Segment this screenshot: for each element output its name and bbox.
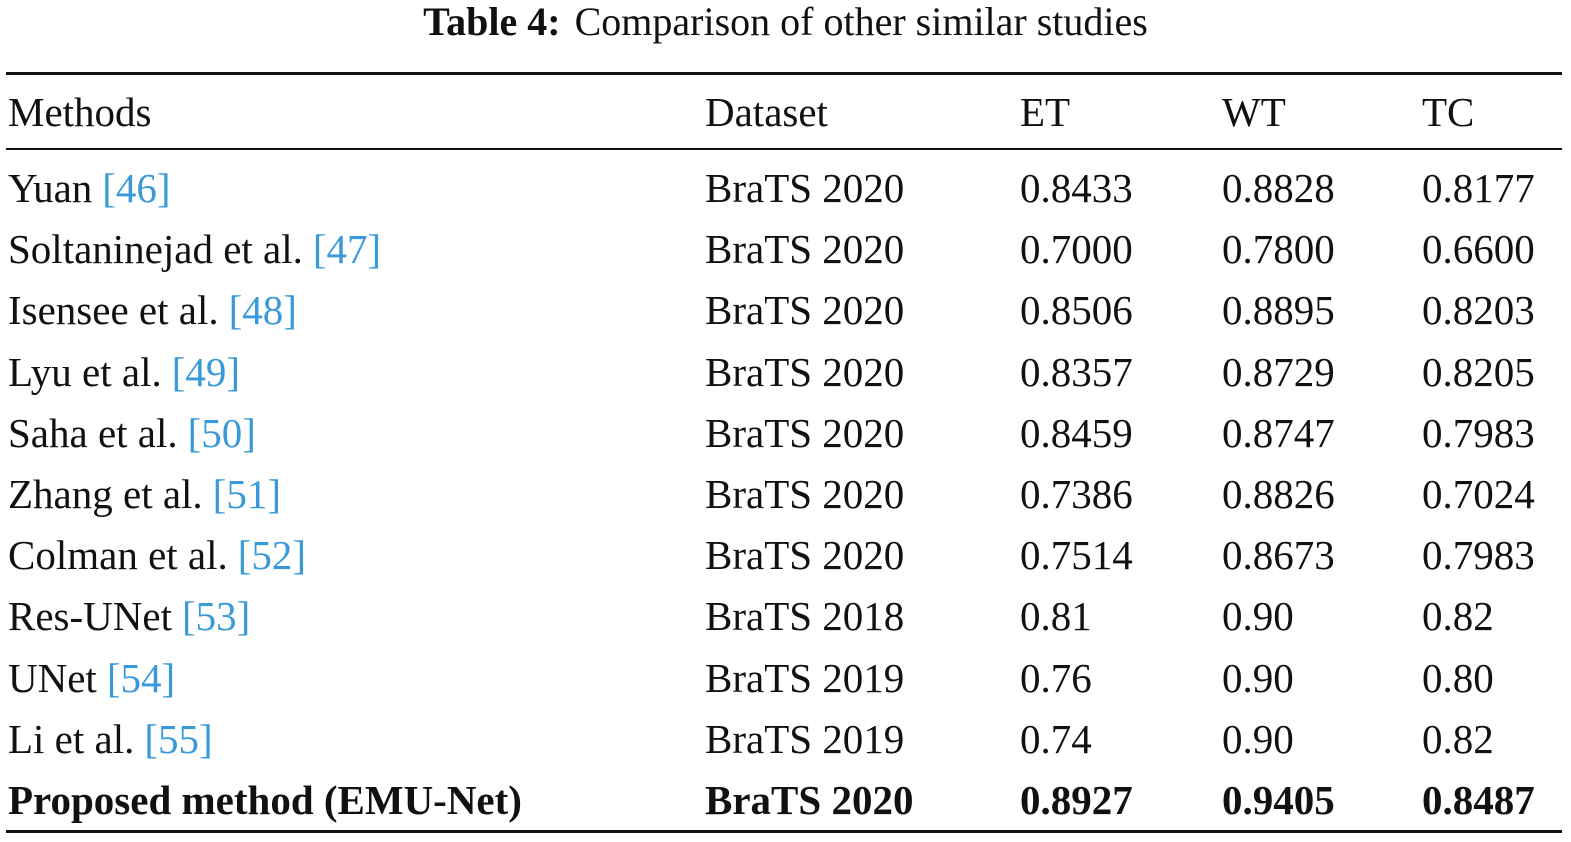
method-name: Li et al. bbox=[8, 715, 135, 762]
dataset-cell: BraTS 2020 bbox=[705, 409, 905, 456]
method-name: Yuan bbox=[8, 165, 93, 211]
method-cell: Yuan [46] bbox=[8, 163, 171, 213]
method-cell: Isensee et al. [48] bbox=[8, 285, 297, 335]
citation: [49] bbox=[171, 348, 241, 395]
score-cell: 0.8177 bbox=[1422, 165, 1535, 211]
score-cell: 0.9405 bbox=[1222, 777, 1335, 823]
method-name: Soltaninejad et al. bbox=[8, 226, 303, 273]
header-cell: WT bbox=[1222, 89, 1286, 135]
score-cell: 0.76 bbox=[1020, 654, 1092, 701]
score-cell: 0.8433 bbox=[1020, 165, 1133, 211]
header-cell: TC bbox=[1422, 89, 1475, 135]
score-cell: 0.74 bbox=[1020, 715, 1092, 762]
method-cell: Res-UNet [53] bbox=[8, 591, 250, 641]
dataset-cell: BraTS 2020 bbox=[705, 287, 905, 334]
table-title: Table 4: Comparison of other similar stud… bbox=[0, 0, 1571, 44]
score-cell: 0.8747 bbox=[1222, 409, 1335, 456]
method-name: Lyu et al. bbox=[8, 348, 162, 395]
score-cell: 0.7983 bbox=[1422, 409, 1535, 456]
method-name: Saha et al. bbox=[8, 409, 178, 456]
score-cell: 0.7386 bbox=[1020, 471, 1133, 517]
dataset-cell: BraTS 2020 bbox=[705, 471, 905, 517]
dataset-cell: BraTS 2020 bbox=[705, 777, 914, 823]
method-cell: Zhang et al. [51] bbox=[8, 469, 281, 519]
score-cell: 0.8205 bbox=[1422, 348, 1535, 395]
title-text: Comparison of other similar studies bbox=[574, 0, 1148, 44]
dataset-cell: BraTS 2019 bbox=[705, 715, 905, 762]
score-cell: 0.8487 bbox=[1422, 777, 1535, 823]
bottom-rule bbox=[6, 830, 1562, 833]
dataset-cell: BraTS 2020 bbox=[705, 226, 905, 273]
score-cell: 0.8459 bbox=[1020, 409, 1133, 456]
score-cell: 0.7983 bbox=[1422, 532, 1535, 579]
dataset-cell: BraTS 2019 bbox=[705, 654, 905, 701]
score-cell: 0.80 bbox=[1422, 654, 1494, 701]
score-cell: 0.90 bbox=[1222, 593, 1294, 640]
method-cell: UNet [54] bbox=[8, 653, 175, 703]
dataset-cell: BraTS 2020 bbox=[705, 165, 905, 211]
score-cell: 0.82 bbox=[1422, 593, 1494, 640]
dataset-cell: BraTS 2020 bbox=[705, 348, 905, 395]
header-cell: Methods bbox=[8, 89, 152, 135]
method-cell: Lyu et al. [49] bbox=[8, 347, 240, 397]
score-cell: 0.7024 bbox=[1422, 471, 1535, 517]
method-cell: Colman et al. [52] bbox=[8, 530, 306, 580]
citation: [53] bbox=[181, 593, 251, 640]
score-cell: 0.90 bbox=[1222, 715, 1294, 762]
score-cell: 0.8927 bbox=[1020, 777, 1133, 823]
dataset-cell: BraTS 2018 bbox=[705, 593, 905, 640]
method-cell: Proposed method (EMU-Net) bbox=[8, 775, 522, 825]
method-name: Isensee et al. bbox=[8, 287, 219, 334]
score-cell: 0.82 bbox=[1422, 715, 1494, 762]
citation: [55] bbox=[144, 715, 213, 762]
citation: [54] bbox=[106, 654, 176, 701]
citation: [47] bbox=[312, 226, 382, 273]
header-cell: Dataset bbox=[705, 89, 828, 135]
score-cell: 0.6600 bbox=[1422, 226, 1535, 273]
citation: [52] bbox=[237, 532, 307, 579]
dataset-cell: BraTS 2020 bbox=[705, 532, 905, 579]
citation: [48] bbox=[228, 287, 297, 334]
method-name: Res-UNet bbox=[8, 593, 172, 640]
citation: [50] bbox=[187, 409, 256, 456]
method-name: Colman et al. bbox=[8, 532, 228, 579]
score-cell: 0.8826 bbox=[1222, 471, 1335, 517]
score-cell: 0.7000 bbox=[1020, 226, 1133, 273]
method-name: Zhang et al. bbox=[8, 471, 203, 517]
top-rule bbox=[6, 72, 1562, 75]
header-cell: ET bbox=[1020, 89, 1071, 135]
score-cell: 0.81 bbox=[1020, 593, 1092, 640]
method-name: UNet bbox=[8, 654, 97, 701]
citation: [51] bbox=[212, 471, 281, 517]
method-cell: Li et al. [55] bbox=[8, 714, 213, 764]
method-cell: Soltaninejad et al. [47] bbox=[8, 224, 381, 274]
method-name: Proposed method (EMU-Net) bbox=[8, 777, 522, 823]
score-cell: 0.8673 bbox=[1222, 532, 1335, 579]
score-cell: 0.8895 bbox=[1222, 287, 1335, 334]
score-cell: 0.8506 bbox=[1020, 287, 1133, 334]
score-cell: 0.8729 bbox=[1222, 348, 1335, 395]
header-rule bbox=[6, 148, 1562, 150]
score-cell: 0.7800 bbox=[1222, 226, 1335, 273]
score-cell: 0.8357 bbox=[1020, 348, 1133, 395]
score-cell: 0.8828 bbox=[1222, 165, 1335, 211]
score-cell: 0.90 bbox=[1222, 654, 1294, 701]
score-cell: 0.7514 bbox=[1020, 532, 1133, 579]
score-cell: 0.8203 bbox=[1422, 287, 1535, 334]
citation: [46] bbox=[102, 165, 171, 211]
title-label: Table 4: bbox=[423, 0, 561, 44]
method-cell: Saha et al. [50] bbox=[8, 408, 256, 458]
